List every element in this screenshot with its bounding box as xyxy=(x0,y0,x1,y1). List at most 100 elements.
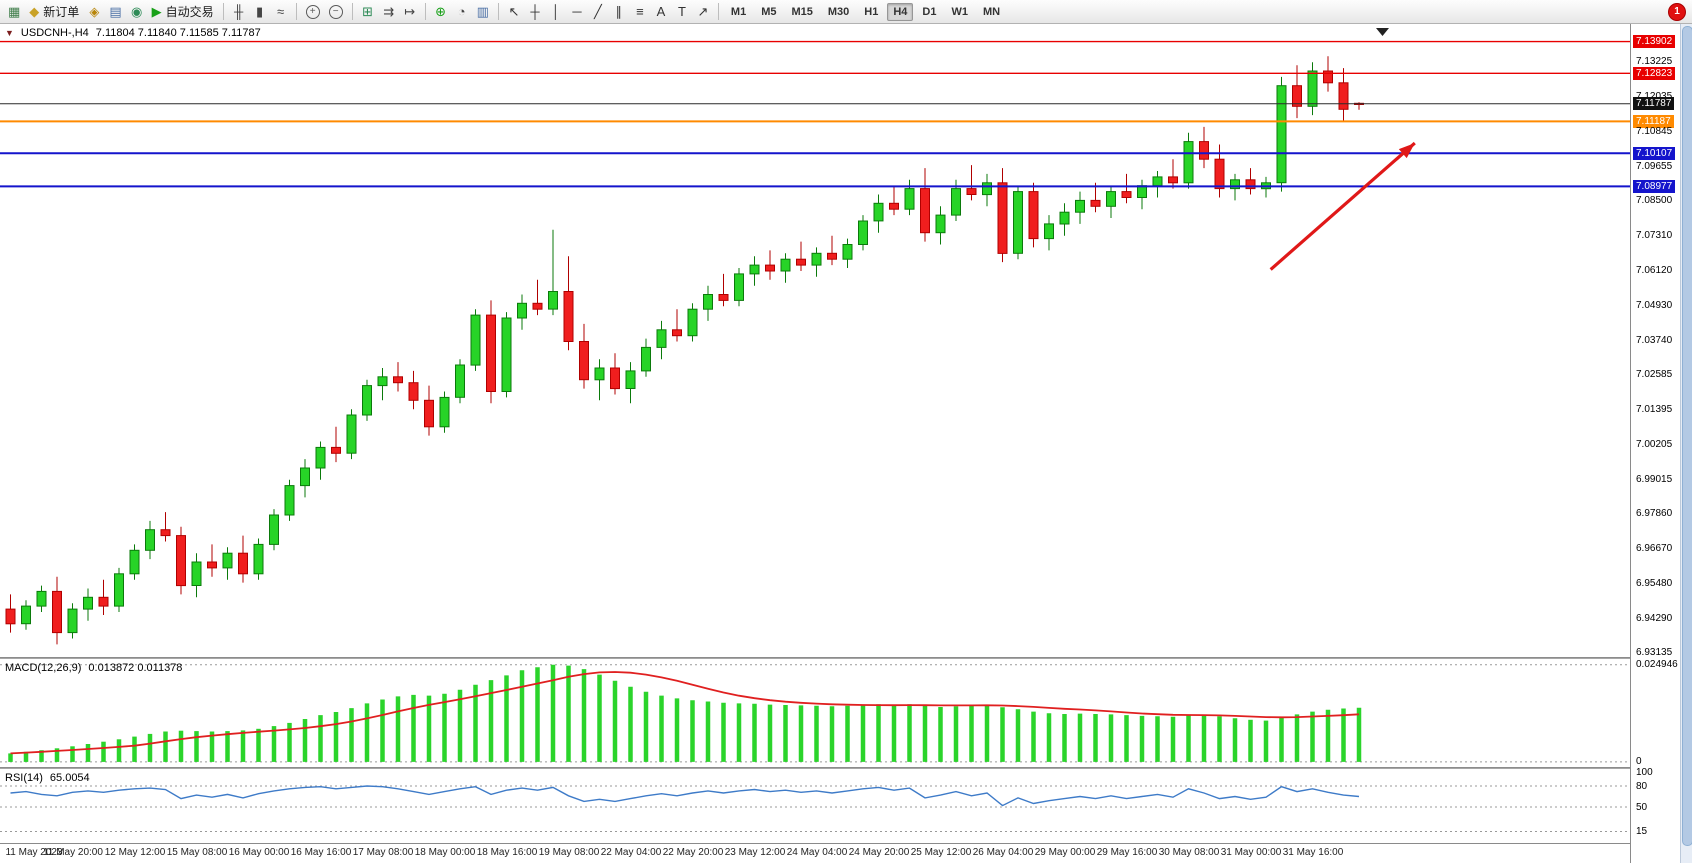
time-axis-label: 29 May 00:00 xyxy=(1034,847,1096,858)
price-axis-label: 7.12035 xyxy=(1633,90,1675,103)
toolbar-separator xyxy=(717,3,719,20)
new-order-label: 新订单 xyxy=(43,4,80,19)
timeframe-d1-button[interactable]: D1 xyxy=(916,3,942,21)
price-axis-label: 6.99015 xyxy=(1636,474,1673,485)
arrows-tool-button[interactable]: ↗ xyxy=(693,2,713,22)
pane-divider[interactable] xyxy=(0,657,1630,659)
rsi-chart-canvas[interactable] xyxy=(0,769,1630,843)
chart-shift-icon: ↦ xyxy=(404,4,416,19)
price-axis-label: 7.01395 xyxy=(1636,404,1673,415)
timeframe-h4-button[interactable]: H4 xyxy=(887,2,914,21)
timeframe-m30-button[interactable]: M30 xyxy=(822,3,855,21)
horizontal-line-button[interactable]: ─ xyxy=(567,2,587,22)
time-axis-label: 19 May 08:00 xyxy=(538,847,600,858)
horizontal-line-icon: ─ xyxy=(572,4,582,19)
timeframe-m5-button[interactable]: M5 xyxy=(755,3,782,21)
new-order-button[interactable]: ◆ 新订单 xyxy=(25,2,83,22)
metaeditor-icon: ◈ xyxy=(89,4,100,19)
price-axis-label: 7.04930 xyxy=(1636,300,1673,311)
auto-scroll-button[interactable]: ⇉ xyxy=(379,2,399,22)
periods-icon: ◔ xyxy=(457,4,466,19)
autotrading-icon: ▶ xyxy=(151,4,162,19)
metaeditor-button[interactable]: ◈ xyxy=(84,2,104,22)
indicator-axis-label: 0 xyxy=(1636,756,1642,767)
price-axis-label: 7.11187 xyxy=(1633,115,1674,128)
timeframe-w1-button[interactable]: W1 xyxy=(945,3,974,21)
cursor-button[interactable]: ↖ xyxy=(504,2,524,22)
tile-windows-icon: ⊞ xyxy=(362,4,374,19)
trendline-button[interactable]: ╱ xyxy=(588,2,608,22)
timeframe-m15-button[interactable]: M15 xyxy=(785,3,818,21)
toolbar-button-groups: ▦ ◆ 新订单 ◈ ▤ ◉ ▶ 自动交易 ╫ ▮ ≈ + − ⊞ ⇉ ↦ ⊕ ◔ ▥ ↖ ┼ │ ─ ╱ ∥ ≡ A T ↗ M1 M5 M1… xyxy=(4,2,1007,22)
main-price-pane[interactable]: ▼ USDCNH-,H4 7.11804 7.11840 7.11585 7.1… xyxy=(0,24,1630,657)
chart-object-marker xyxy=(1376,28,1389,36)
autotrading-button[interactable]: ▶ 自动交易 xyxy=(148,2,218,22)
notification-badge[interactable]: 1 xyxy=(1668,2,1686,21)
price-axis-label: 7.13225 xyxy=(1636,56,1673,67)
zoom-out-button[interactable]: − xyxy=(325,2,347,22)
indicator-axis-label: 0.024946 xyxy=(1636,659,1678,670)
toolbar-separator xyxy=(295,3,297,20)
ohlc-bars-button[interactable]: ╫ xyxy=(229,2,249,22)
periods-button[interactable]: ◔ xyxy=(452,2,472,22)
equidistant-channel-button[interactable]: ∥ xyxy=(609,2,629,22)
timeframe-mn-button[interactable]: MN xyxy=(977,3,1006,21)
vertical-line-button[interactable]: │ xyxy=(546,2,566,22)
ohlc-bars-icon: ╫ xyxy=(234,4,244,19)
time-axis-label: 23 May 12:00 xyxy=(724,847,786,858)
main-toolbar: ▦ ◆ 新订单 ◈ ▤ ◉ ▶ 自动交易 ╫ ▮ ≈ + − ⊞ ⇉ ↦ ⊕ ◔ ▥ ↖ ┼ │ ─ ╱ ∥ ≡ A T ↗ M1 M5 M1… xyxy=(0,0,1692,24)
profiles-button[interactable]: ▤ xyxy=(105,2,125,22)
indicators-button[interactable]: ⊕ xyxy=(431,2,451,22)
timeframe-h1-button[interactable]: H1 xyxy=(858,3,884,21)
templates-button[interactable]: ▥ xyxy=(473,2,493,22)
fibonacci-icon: ≡ xyxy=(636,4,644,19)
price-axis-label: 7.11787 xyxy=(1633,97,1675,110)
autotrading-label: 自动交易 xyxy=(165,4,214,19)
time-axis-label: 11 May 2023 xyxy=(5,847,63,858)
line-chart-mode-icon: ≈ xyxy=(277,4,285,19)
fibonacci-button[interactable]: ≡ xyxy=(630,2,650,22)
price-axis-label: 7.10845 xyxy=(1636,126,1673,137)
chart-title: ▼ USDCNH-,H4 7.11804 7.11840 7.11585 7.1… xyxy=(5,27,261,39)
chart-ohlc-values: 7.11804 7.11840 7.11585 7.11787 xyxy=(95,27,261,39)
pane-divider[interactable] xyxy=(0,767,1630,769)
price-axis-label: 7.07310 xyxy=(1636,230,1673,241)
toolbar-right-area: 1 xyxy=(1668,2,1688,21)
timeframe-m1-button[interactable]: M1 xyxy=(725,3,752,21)
chart-dropdown-icon[interactable]: ▼ xyxy=(5,27,14,38)
new-chart-button[interactable]: ▦ xyxy=(4,2,24,22)
time-axis[interactable]: 11 May 2023 11 May 20:00 12 May 12:00 15 Ma… xyxy=(0,843,1630,863)
templates-icon: ▥ xyxy=(476,4,489,19)
indicators-icon: ⊕ xyxy=(435,4,447,19)
zoom-in-button[interactable]: + xyxy=(302,2,324,22)
tile-windows-button[interactable]: ⊞ xyxy=(358,2,378,22)
candlestick-chart-canvas[interactable] xyxy=(0,24,1630,657)
rsi-title: RSI(14) 65.0054 xyxy=(5,772,90,784)
toolbar-separator xyxy=(222,3,224,20)
time-axis-label: 15 May 08:00 xyxy=(166,847,228,858)
text-button[interactable]: A xyxy=(651,2,671,22)
candlestick-mode-button[interactable]: ▮ xyxy=(250,2,270,22)
macd-chart-canvas[interactable] xyxy=(0,659,1630,767)
indicator-axis-label: 100 xyxy=(1636,767,1653,778)
price-axis-label: 6.94290 xyxy=(1636,613,1673,624)
data-window-icon: ◉ xyxy=(130,4,143,19)
price-axis-label: 7.12823 xyxy=(1633,67,1676,80)
time-axis-label: 31 May 00:00 xyxy=(1220,847,1282,858)
crosshair-button[interactable]: ┼ xyxy=(525,2,545,22)
vertical-scrollbar[interactable] xyxy=(1680,24,1692,863)
scrollbar-thumb[interactable] xyxy=(1682,26,1692,846)
macd-indicator-pane[interactable]: MACD(12,26,9) 0.013872 0.011378 xyxy=(0,659,1630,767)
text-label-button[interactable]: T xyxy=(672,2,692,22)
price-axis-label: 7.13902 xyxy=(1633,35,1676,48)
line-chart-mode-button[interactable]: ≈ xyxy=(271,2,291,22)
vertical-line-icon: │ xyxy=(551,4,560,19)
macd-values: 0.013872 0.011378 xyxy=(88,662,183,674)
time-axis-label: 31 May 16:00 xyxy=(1282,847,1344,858)
arrows-tool-icon: ↗ xyxy=(697,4,709,19)
rsi-indicator-pane[interactable]: RSI(14) 65.0054 xyxy=(0,769,1630,843)
chart-shift-button[interactable]: ↦ xyxy=(400,2,420,22)
data-window-button[interactable]: ◉ xyxy=(127,2,147,22)
